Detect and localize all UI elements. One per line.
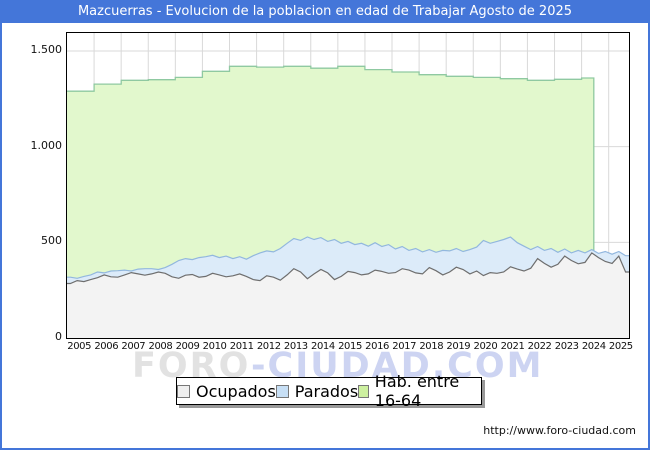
legend-item-parados: Parados	[275, 381, 359, 401]
x-axis-label: 2012	[256, 341, 281, 352]
x-axis-label: 2021	[500, 341, 525, 352]
x-axis-label: 2009	[175, 341, 200, 352]
footer-url-link[interactable]: http://www.foro-ciudad.com	[483, 424, 636, 437]
y-axis-label: 1.500	[30, 43, 63, 56]
x-axis-label: 2015	[338, 341, 362, 352]
x-axis-label: 2017	[392, 341, 417, 352]
parados-swatch-icon	[275, 384, 289, 398]
plot-area	[66, 32, 630, 339]
x-axis-label: 2007	[121, 341, 146, 352]
x-axis-label: 2010	[202, 341, 227, 352]
y-axis-label: 1.000	[30, 138, 63, 152]
x-axis-label: 2006	[94, 341, 119, 352]
x-axis-label: 2011	[229, 341, 254, 352]
x-axis-label: 2019	[446, 341, 471, 352]
x-axis-label: 2022	[527, 341, 552, 352]
x-axis-label: 2016	[365, 341, 390, 352]
x-axis-label: 2008	[148, 341, 173, 352]
x-axis-label: 2018	[419, 341, 444, 352]
ocupados-swatch-icon	[177, 384, 190, 398]
x-axis-label: 2013	[283, 341, 308, 352]
x-axis-label: 2020	[473, 341, 498, 352]
x-axis-label: 2023	[554, 341, 579, 352]
legend-item-ocupados: Ocupados	[177, 382, 276, 401]
area-chart	[67, 33, 629, 338]
x-axis-label: 2025	[608, 341, 633, 352]
legend-box: Ocupados Parados Hab. entre 16-64	[176, 372, 482, 410]
y-axis-label: 0	[55, 330, 62, 343]
x-axis-label: 2005	[67, 341, 92, 352]
x-axis-label: 2024	[581, 341, 606, 352]
legend-label-hab: Hab. entre 16-64	[374, 372, 460, 410]
x-axis-label: 2014	[311, 341, 335, 352]
legend-label-ocupados: Ocupados	[196, 381, 276, 401]
legend-label-parados: Parados	[294, 381, 359, 401]
hab-swatch-icon	[358, 384, 369, 398]
y-axis-label: 500	[41, 234, 62, 248]
chart-title: Mazcuerras - Evolucion de la poblacion e…	[2, 0, 648, 23]
legend-item-hab: Hab. entre 16-64	[358, 372, 481, 410]
